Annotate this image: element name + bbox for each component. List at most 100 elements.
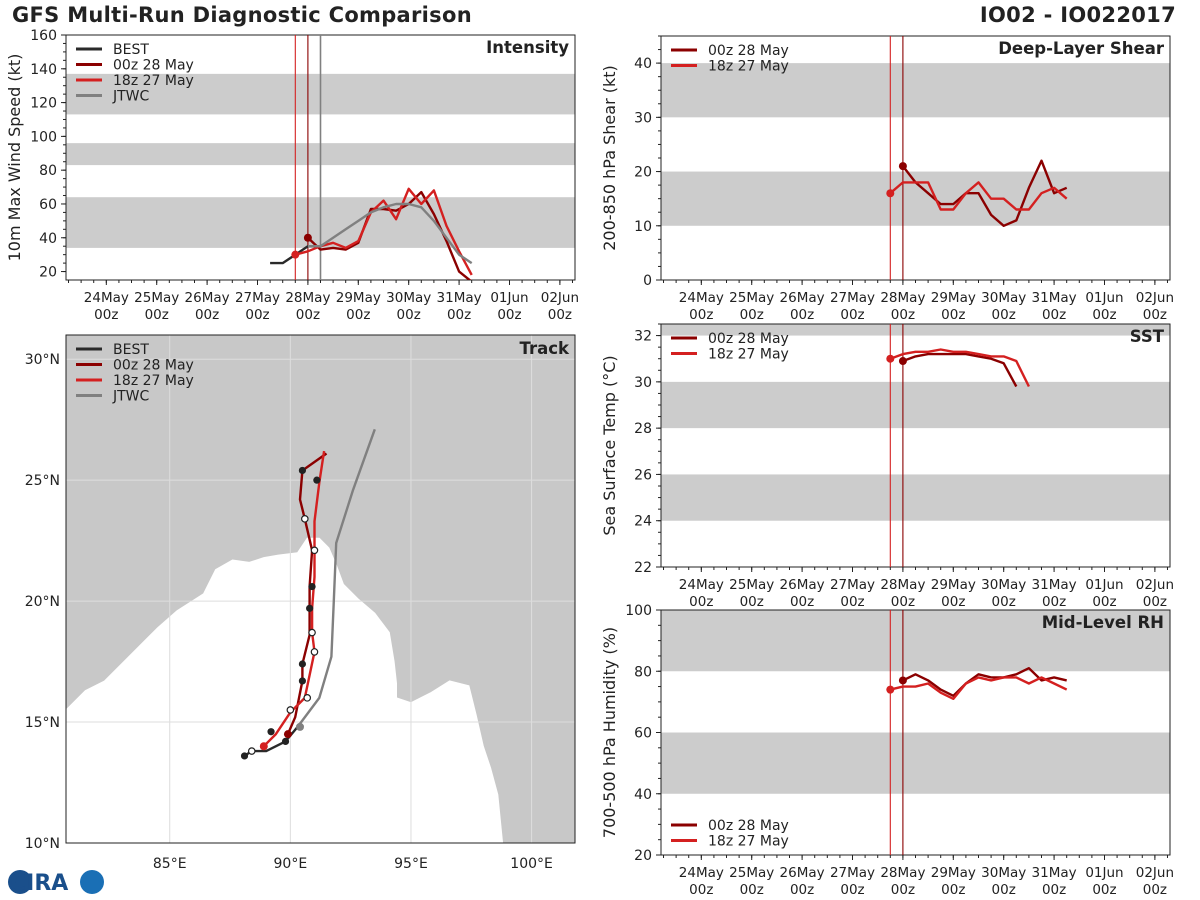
intensity-ytick-label: 160 xyxy=(30,28,57,44)
storm-id: IO02 - IO022017 xyxy=(979,3,1176,27)
shear-title: Deep-Layer Shear xyxy=(998,39,1165,58)
track-legend-label: 00z 28 May xyxy=(113,358,194,374)
shear-band xyxy=(661,63,1170,118)
intensity-xtick-hour: 00z xyxy=(145,307,169,323)
intensity-legend-label: BEST xyxy=(113,42,149,58)
sst-ytick-label: 28 xyxy=(634,421,652,437)
shear-xtick-day: 02Jun xyxy=(1136,290,1174,306)
shear-panel: 01020304024May00z25May00z26May00z27May00… xyxy=(600,35,1174,323)
intensity-xtick-day: 30May xyxy=(386,290,431,306)
intensity-marker-run00 xyxy=(303,233,312,242)
lat-tick-label: 15°N xyxy=(25,715,60,731)
sst-xtick-day: 26May xyxy=(780,577,825,593)
rh-xtick-hour: 00z xyxy=(689,882,713,898)
track-start-run00 xyxy=(283,730,292,739)
track-point-filled xyxy=(306,604,314,612)
intensity-series-group xyxy=(270,187,473,280)
land xyxy=(66,335,575,843)
rh-xtick-day: 25May xyxy=(729,865,774,881)
sst-band xyxy=(661,324,1170,336)
track-start-run18 xyxy=(259,742,268,751)
lat-tick-label: 25°N xyxy=(25,473,60,489)
sst-xtick-day: 01Jun xyxy=(1085,577,1123,593)
shear-xtick-hour: 00z xyxy=(790,307,814,323)
rh-series-group xyxy=(886,667,1068,700)
intensity-ylabel: 10m Max Wind Speed (kt) xyxy=(5,54,24,262)
sst-xtick-hour: 00z xyxy=(891,594,915,610)
intensity-xtick-hour: 00z xyxy=(346,307,370,323)
intensity-title: Intensity xyxy=(486,38,569,57)
rh-marker-run18 xyxy=(886,685,895,694)
rh-band xyxy=(661,732,1170,794)
rh-xtick-day: 30May xyxy=(981,865,1026,881)
lon-tick-label: 90°E xyxy=(274,856,308,872)
storm-logo-icon xyxy=(80,870,104,894)
shear-xtick-hour: 00z xyxy=(689,307,713,323)
rh-xtick-hour: 00z xyxy=(1092,882,1116,898)
shear-xtick-day: 01Jun xyxy=(1085,290,1123,306)
sst-xtick-hour: 00z xyxy=(740,594,764,610)
rh-xtick-day: 02Jun xyxy=(1136,865,1174,881)
rh-xtick-hour: 00z xyxy=(790,882,814,898)
intensity-xtick-hour: 00z xyxy=(447,307,471,323)
shear-marker-run18 xyxy=(886,189,895,198)
track-legend-label: JTWC xyxy=(112,389,150,405)
track-point-open xyxy=(301,515,309,523)
intensity-legend-label: JTWC xyxy=(112,89,150,105)
track-legend-label: BEST xyxy=(113,342,149,358)
sst-xtick-day: 28May xyxy=(880,577,925,593)
shear-line-run18 xyxy=(889,181,1068,211)
rh-ylabel: 700-500 hPa Humidity (%) xyxy=(600,627,619,838)
intensity-xtick-day: 25May xyxy=(134,290,179,306)
rh-xtick-day: 01Jun xyxy=(1085,865,1123,881)
intensity-xtick-hour: 00z xyxy=(94,307,118,323)
intensity-ytick-label: 60 xyxy=(39,197,57,213)
sst-xtick-hour: 00z xyxy=(1143,594,1167,610)
shear-xtick-day: 28May xyxy=(880,290,925,306)
intensity-xtick-hour: 00z xyxy=(245,307,269,323)
sst-xtick-hour: 00z xyxy=(941,594,965,610)
rh-xtick-hour: 00z xyxy=(1042,882,1066,898)
sst-ylabel: Sea Surface Temp (°C) xyxy=(600,355,619,535)
intensity-xtick-day: 27May xyxy=(235,290,280,306)
track-point-filled xyxy=(298,660,307,668)
sst-xtick-hour: 00z xyxy=(790,594,814,610)
intensity-panel: 2040608010012014016024May00z25May00z26Ma… xyxy=(5,28,579,323)
rh-title: Mid-Level RH xyxy=(1042,613,1164,632)
shear-band xyxy=(661,171,1170,226)
intensity-xtick-day: 28May xyxy=(285,290,330,306)
sst-marker-run18 xyxy=(886,354,895,363)
intensity-ytick-label: 120 xyxy=(30,96,57,112)
logo-text: CIRA xyxy=(10,871,68,896)
track-point-filled xyxy=(298,677,307,685)
lon-tick-label: 95°E xyxy=(394,856,428,872)
lat-tick-label: 20°N xyxy=(25,594,60,610)
intensity-xtick-day: 26May xyxy=(185,290,230,306)
sst-xtick-hour: 00z xyxy=(1042,594,1066,610)
shear-xtick-hour: 00z xyxy=(1092,307,1116,323)
rh-xtick-day: 31May xyxy=(1032,865,1077,881)
rh-line-run00 xyxy=(902,667,1067,697)
track-frame xyxy=(65,334,576,844)
intensity-xtick-day: 24May xyxy=(84,290,129,306)
sst-line-run18 xyxy=(889,348,1030,388)
track-line-jtwc xyxy=(296,428,376,728)
intensity-legend-label: 00z 28 May xyxy=(113,58,194,74)
track-point-open xyxy=(310,648,319,656)
shear-series-group xyxy=(886,159,1068,228)
sst-legend-label: 18z 27 May xyxy=(708,347,789,363)
intensity-xtick-day: 31May xyxy=(437,290,482,306)
track-panel: 85°E 90°E 95°E 100°E 10°N 15°N 20°N 25°N 30°N Tra… xyxy=(25,334,576,872)
rh-xtick-day: 26May xyxy=(780,865,825,881)
intensity-legend-label: 18z 27 May xyxy=(113,73,194,89)
shear-ylabel: 200-850 hPa Shear (kt) xyxy=(600,65,619,251)
intensity-line-run18 xyxy=(294,187,473,276)
track-legend-label: 18z 27 May xyxy=(113,373,194,389)
rh-ytick-label: 20 xyxy=(634,848,652,864)
track-point-open xyxy=(310,546,319,555)
sst-xtick-day: 29May xyxy=(931,577,976,593)
intensity-xtick-day: 01Jun xyxy=(490,290,528,306)
rh-xtick-day: 29May xyxy=(931,865,976,881)
track-point-filled xyxy=(281,737,290,746)
shear-xtick-hour: 00z xyxy=(992,307,1016,323)
